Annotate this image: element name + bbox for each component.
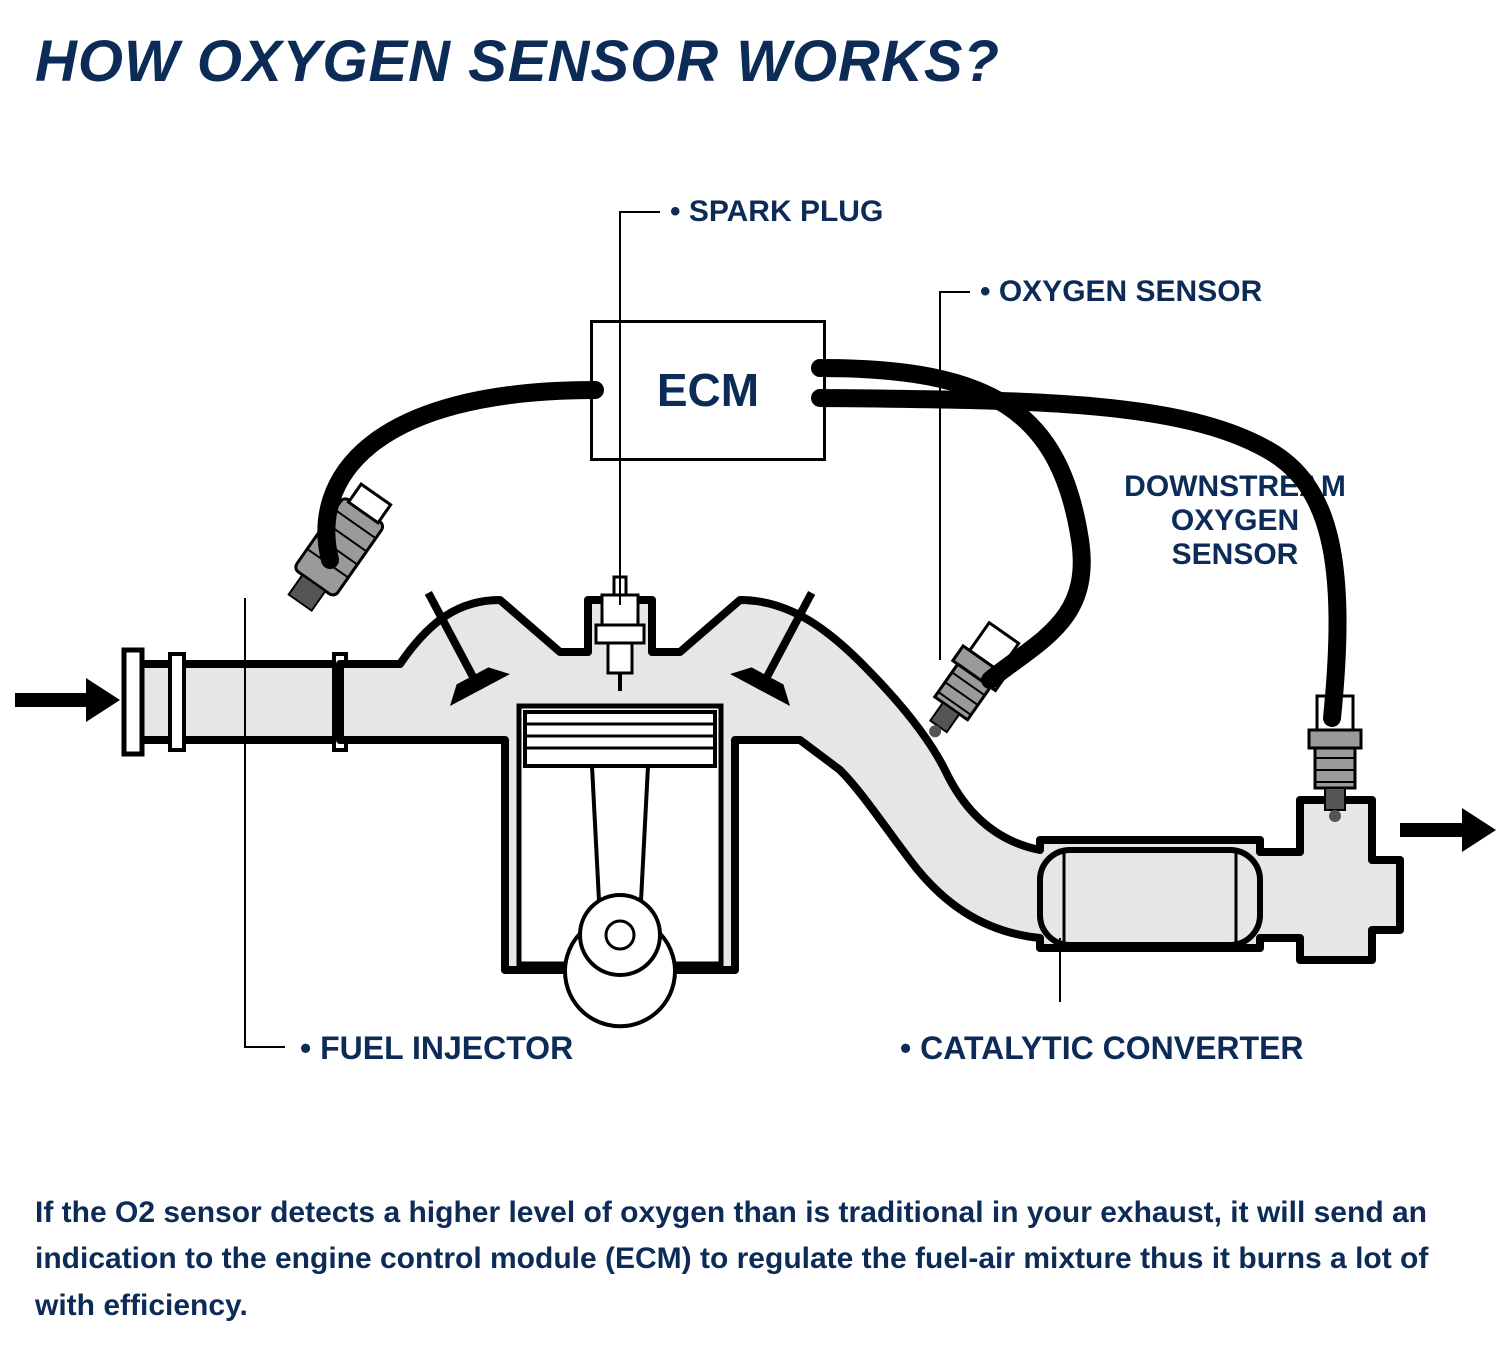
page-root: HOW OXYGEN SENSOR WORKS? ECM • SPARK PLU… bbox=[0, 0, 1500, 1367]
description-text: If the O2 sensor detects a higher level … bbox=[35, 1190, 1465, 1330]
diagram-svg bbox=[0, 0, 1500, 1367]
